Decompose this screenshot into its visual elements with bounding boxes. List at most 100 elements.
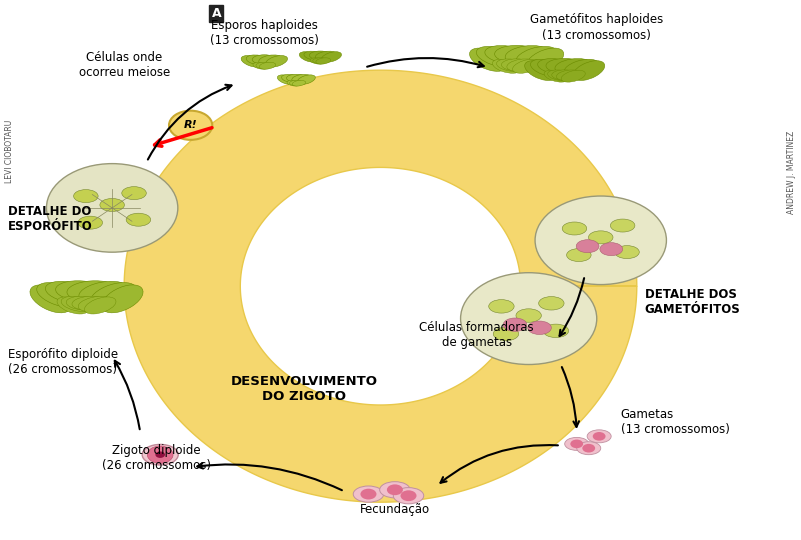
Ellipse shape — [525, 60, 557, 80]
Ellipse shape — [516, 309, 541, 322]
Ellipse shape — [495, 45, 538, 63]
Ellipse shape — [143, 444, 179, 465]
Circle shape — [360, 489, 376, 500]
Ellipse shape — [287, 80, 300, 86]
Text: DESENVOLVIMENTO
DO ZIGOTO: DESENVOLVIMENTO DO ZIGOTO — [231, 375, 378, 403]
Ellipse shape — [241, 56, 264, 67]
Ellipse shape — [565, 437, 589, 450]
Text: Esporófito diploide
(26 cromossomos): Esporófito diploide (26 cromossomos) — [8, 348, 118, 376]
Ellipse shape — [393, 488, 424, 504]
Ellipse shape — [513, 59, 541, 73]
Circle shape — [169, 111, 212, 140]
Circle shape — [46, 164, 178, 252]
Ellipse shape — [530, 59, 566, 77]
Ellipse shape — [537, 58, 574, 74]
Text: Gametófitos haploides
(13 cromossomos): Gametófitos haploides (13 cromossomos) — [530, 14, 663, 42]
Ellipse shape — [380, 482, 410, 498]
Ellipse shape — [546, 58, 583, 73]
Ellipse shape — [493, 327, 519, 341]
Ellipse shape — [469, 48, 507, 71]
Text: Zigoto diploide
(26 cromossomos): Zigoto diploide (26 cromossomos) — [102, 444, 211, 472]
Ellipse shape — [564, 59, 599, 77]
Ellipse shape — [57, 297, 89, 314]
Text: LEVI CIOBOTARU: LEVI CIOBOTARU — [5, 119, 14, 183]
Ellipse shape — [548, 70, 573, 80]
Ellipse shape — [122, 187, 147, 200]
Ellipse shape — [61, 296, 95, 312]
Ellipse shape — [555, 58, 592, 74]
Ellipse shape — [566, 248, 591, 261]
Ellipse shape — [102, 285, 143, 313]
Ellipse shape — [292, 75, 312, 83]
Ellipse shape — [297, 75, 316, 84]
Ellipse shape — [526, 48, 564, 71]
Ellipse shape — [289, 80, 304, 86]
Ellipse shape — [246, 55, 270, 65]
Ellipse shape — [507, 59, 537, 71]
Ellipse shape — [497, 59, 526, 71]
Ellipse shape — [503, 318, 527, 332]
Ellipse shape — [485, 45, 528, 64]
Ellipse shape — [72, 296, 107, 310]
Circle shape — [593, 432, 606, 441]
Ellipse shape — [259, 55, 283, 65]
Ellipse shape — [353, 486, 384, 502]
Ellipse shape — [37, 282, 83, 307]
Ellipse shape — [614, 246, 639, 259]
Ellipse shape — [528, 321, 551, 334]
Ellipse shape — [67, 281, 118, 301]
Circle shape — [400, 490, 417, 501]
Ellipse shape — [74, 190, 99, 202]
Circle shape — [387, 484, 403, 495]
Text: ANDREW J. MARTINEZ: ANDREW J. MARTINEZ — [787, 131, 796, 214]
Text: Células formadoras
de gametas: Células formadoras de gametas — [419, 321, 534, 349]
Ellipse shape — [562, 222, 587, 235]
Ellipse shape — [477, 46, 517, 67]
Ellipse shape — [265, 56, 288, 67]
Ellipse shape — [66, 296, 101, 310]
Text: R!: R! — [183, 120, 198, 130]
Ellipse shape — [501, 59, 532, 71]
Ellipse shape — [310, 58, 325, 64]
Ellipse shape — [312, 58, 328, 64]
Ellipse shape — [589, 231, 613, 244]
Ellipse shape — [516, 46, 557, 67]
Ellipse shape — [30, 285, 71, 313]
Ellipse shape — [577, 442, 601, 455]
Ellipse shape — [321, 52, 341, 62]
Circle shape — [461, 273, 597, 364]
Circle shape — [535, 196, 666, 285]
Ellipse shape — [493, 59, 521, 73]
Ellipse shape — [573, 60, 605, 80]
Text: DETALHE DOS
GAMETÓFITOS: DETALHE DOS GAMETÓFITOS — [645, 288, 741, 316]
Ellipse shape — [562, 70, 586, 82]
Ellipse shape — [544, 70, 568, 82]
Ellipse shape — [304, 51, 325, 60]
Ellipse shape — [55, 281, 106, 301]
Ellipse shape — [287, 75, 306, 82]
Ellipse shape — [46, 281, 95, 303]
Ellipse shape — [78, 296, 112, 312]
Ellipse shape — [78, 281, 127, 303]
Ellipse shape — [316, 58, 331, 64]
Ellipse shape — [252, 55, 276, 64]
Circle shape — [570, 440, 583, 448]
Text: DETALHE DO
ESPORÓFITO: DETALHE DO ESPORÓFITO — [8, 205, 93, 233]
Ellipse shape — [309, 51, 332, 60]
Ellipse shape — [587, 430, 611, 443]
Ellipse shape — [576, 240, 599, 253]
Ellipse shape — [557, 70, 582, 80]
Ellipse shape — [84, 297, 116, 314]
Ellipse shape — [292, 80, 306, 86]
Circle shape — [147, 446, 173, 463]
Ellipse shape — [505, 45, 549, 64]
Ellipse shape — [300, 52, 320, 62]
Ellipse shape — [260, 62, 276, 69]
Ellipse shape — [91, 282, 136, 307]
Text: Gametas
(13 cromossomos): Gametas (13 cromossomos) — [621, 408, 730, 436]
Ellipse shape — [253, 62, 269, 69]
Ellipse shape — [600, 242, 622, 255]
Text: A: A — [211, 7, 221, 20]
Ellipse shape — [316, 51, 337, 60]
Circle shape — [155, 451, 165, 458]
